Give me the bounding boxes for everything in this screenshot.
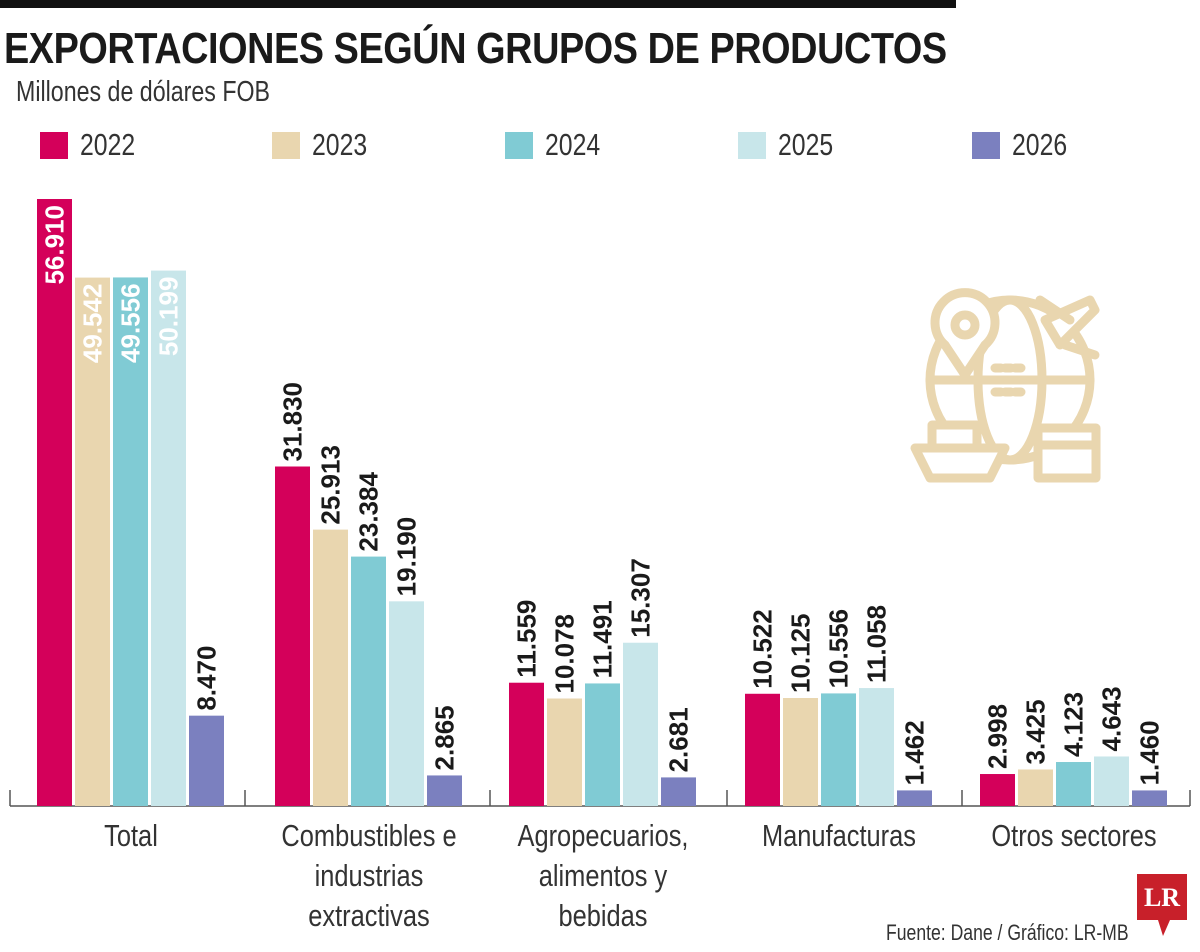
data-label-2022-4: 2.998 [983, 704, 1013, 769]
source-note: Fuente: Dane / Gráfico: LR-MB [886, 920, 1129, 945]
category-label-line: Combustibles e [280, 818, 457, 853]
data-label-2024-2: 11.491 [588, 600, 618, 678]
data-label-2024-0: 49.556 [116, 283, 146, 363]
bar-2026-4 [1132, 790, 1167, 806]
bar-2026-1 [427, 775, 462, 806]
bar-2023-1 [313, 529, 348, 806]
bar-2024-2 [585, 683, 620, 806]
data-label-2026-1: 2.865 [430, 705, 460, 770]
bar-2022-4 [980, 774, 1015, 806]
category-label-line: industrias extractivas [307, 858, 430, 933]
data-label-2026-4: 1.460 [1135, 720, 1165, 785]
top-rule [0, 0, 956, 8]
category-label: Total [28, 816, 233, 856]
bar-2026-0 [189, 715, 224, 806]
bar-2023-0 [75, 277, 110, 807]
bar-2024-4 [1056, 762, 1091, 806]
bar-2023-3 [783, 698, 818, 806]
data-label-2025-3: 11.058 [862, 605, 892, 683]
bar-2026-3 [897, 790, 932, 806]
bar-2025-3 [859, 688, 894, 806]
legend-label: 2026 [1012, 127, 1068, 162]
legend-item-2026: 2026 [972, 127, 1081, 162]
data-label-2024-1: 23.384 [354, 472, 384, 552]
legend-label: 2023 [312, 127, 368, 162]
legend-swatch [972, 131, 1000, 159]
legend-label: 2024 [545, 127, 601, 162]
legend-label: 2025 [778, 127, 834, 162]
legend-swatch [272, 131, 300, 159]
data-label-2022-1: 31.830 [278, 382, 308, 462]
legend-item-2022: 2022 [40, 127, 149, 162]
data-label-2024-4: 4.123 [1059, 692, 1089, 757]
bar-2025-1 [389, 601, 424, 806]
category-label-line: Total [103, 818, 158, 853]
category-label-line: alimentos y bebidas [538, 858, 667, 933]
bar-2022-2 [509, 682, 544, 806]
bar-2025-0 [151, 270, 186, 806]
data-label-2025-2: 15.307 [626, 558, 656, 638]
lr-logo-text: LR [1144, 883, 1180, 912]
bar-2024-0 [113, 277, 148, 806]
data-label-2026-0: 8.470 [192, 646, 222, 711]
data-label-2025-0: 50.199 [154, 277, 184, 357]
legend-label: 2022 [80, 127, 136, 162]
data-label-2026-3: 1.462 [900, 720, 930, 785]
data-label-2023-4: 3.425 [1021, 699, 1051, 764]
data-label-2023-2: 10.078 [550, 614, 580, 694]
bar-2024-3 [821, 693, 856, 806]
legend-swatch [505, 131, 533, 159]
data-label-2025-1: 19.190 [392, 517, 422, 597]
legend-swatch [40, 131, 68, 159]
global-trade-icon [910, 288, 1101, 483]
chart-subtitle: Millones de dólares FOB [16, 76, 271, 108]
data-label-2022-2: 11.559 [512, 600, 542, 678]
bar-2025-4 [1094, 756, 1129, 806]
category-label: Otros sectores [971, 816, 1176, 856]
legend-item-2025: 2025 [738, 127, 847, 162]
data-label-2023-0: 49.542 [78, 284, 108, 364]
data-label-2023-1: 25.913 [316, 445, 346, 525]
data-label-2022-3: 10.522 [748, 609, 778, 689]
category-label-line: Otros sectores [990, 818, 1157, 853]
category-label: Combustibles e industrias extractivas [266, 816, 471, 936]
category-label: Manufacturas [736, 816, 941, 856]
bar-2024-1 [351, 556, 386, 806]
lr-logo: LR [1137, 874, 1187, 936]
bar-2023-4 [1018, 769, 1053, 806]
category-label: Agropecuarios, alimentos y bebidas [500, 816, 705, 936]
data-label-2023-3: 10.125 [786, 613, 816, 693]
category-label-line: Manufacturas [761, 818, 916, 853]
bar-2026-2 [661, 777, 696, 806]
bar-2022-3 [745, 693, 780, 806]
data-label-2025-4: 4.643 [1097, 686, 1127, 751]
data-label-2022-0: 56.910 [40, 205, 70, 285]
chart-title: EXPORTACIONES SEGÚN GRUPOS DE PRODUCTOS [4, 24, 947, 73]
bar-2025-2 [623, 642, 658, 806]
bar-2023-2 [547, 698, 582, 806]
data-label-2026-2: 2.681 [664, 707, 694, 772]
legend-swatch [738, 131, 766, 159]
category-label-line: Agropecuarios, [517, 818, 688, 853]
data-label-2024-3: 10.556 [824, 609, 854, 689]
legend-item-2023: 2023 [272, 127, 381, 162]
legend-item-2024: 2024 [505, 127, 614, 162]
bar-2022-1 [275, 466, 310, 806]
bar-2022-0 [37, 199, 72, 806]
